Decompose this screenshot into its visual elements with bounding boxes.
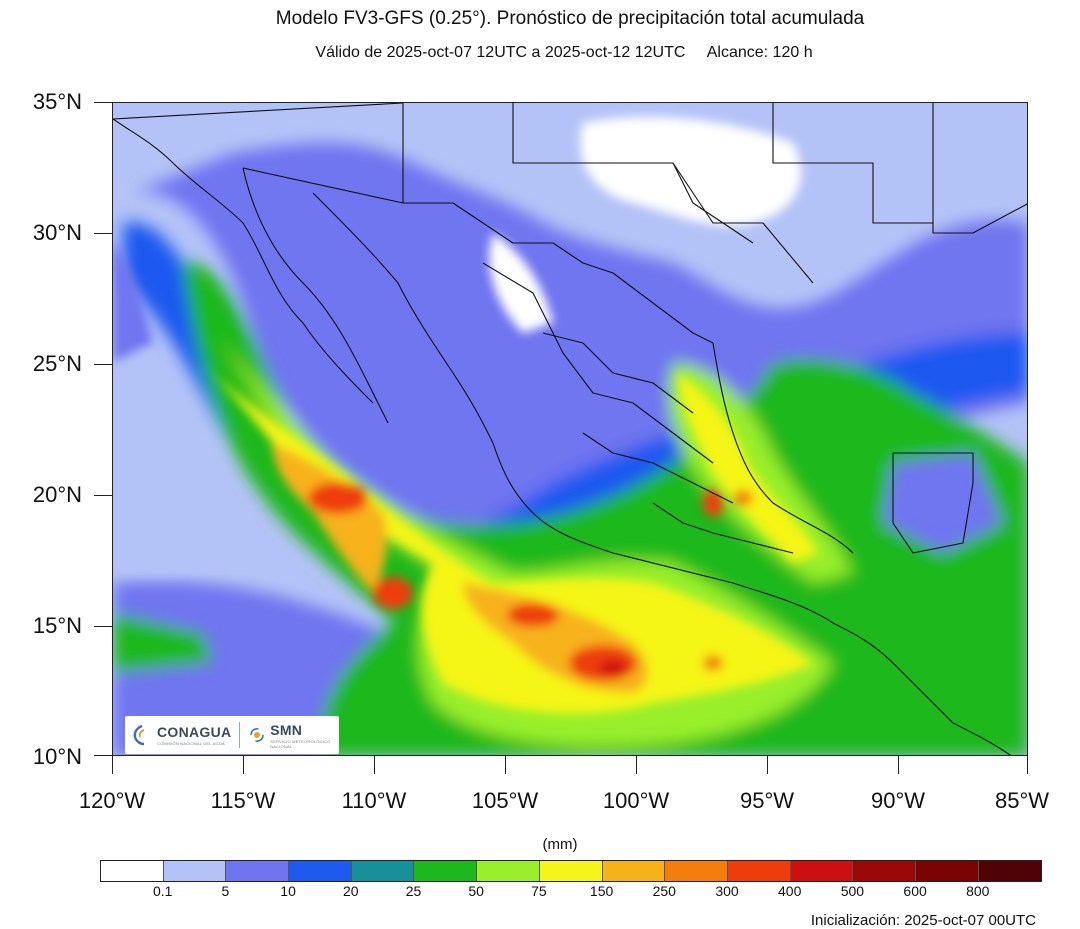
lon-tick [898, 756, 899, 774]
initialization-text: Inicialización: 2025-oct-07 00UTC [810, 912, 1036, 929]
lon-label-85w: 85°W [994, 788, 1050, 813]
colorbar-segment [289, 861, 352, 881]
lon-label-90w: 90°W [870, 788, 926, 813]
colorbar-segment [539, 861, 603, 881]
colorbar-tick-label: 150 [589, 883, 614, 899]
colorbar-segment [727, 861, 791, 881]
map-title: Modelo FV3-GFS (0.25°). Pronóstico de pr… [275, 8, 865, 29]
smn-emblem-icon [250, 728, 264, 742]
colorbar-tick-label: 300 [715, 883, 739, 899]
lon-label-115w: 115°W [210, 788, 276, 813]
colorbar-tick-label: 20 [343, 883, 359, 899]
lat-label-30n: 30°N [32, 220, 82, 245]
lat-tick [94, 102, 112, 103]
smn-subtitle: SERVICIO METEOROLÓGICO NACIONAL [270, 738, 331, 749]
colorbar-tick-label: 50 [468, 883, 484, 899]
smn-logo: SMN SERVICIO METEOROLÓGICO NACIONAL [248, 722, 333, 749]
colorbar-segment [351, 861, 415, 881]
lon-label-95w: 95°W [739, 788, 795, 813]
lat-tick [94, 755, 112, 756]
lon-tick [505, 756, 506, 774]
colorbar-tick-label: 5 [221, 883, 230, 899]
lon-tick [1027, 756, 1028, 774]
precipitation-map [112, 102, 1028, 756]
logos-panel: CONAGUA COMISIÓN NACIONAL DEL AGUA SMN S… [125, 716, 339, 754]
conagua-subtitle: COMISIÓN NACIONAL DEL AGUA [157, 741, 225, 746]
lat-label-10n: 10°N [32, 744, 82, 769]
lon-tick [243, 756, 244, 774]
colorbar-segment [477, 861, 540, 881]
lon-tick [636, 756, 637, 774]
lon-tick [112, 756, 113, 774]
colorbar-segment [915, 861, 979, 881]
colorbar-segment [226, 861, 290, 881]
lon-label-100w: 100°W [602, 788, 670, 813]
colorbar-tick-label: 600 [903, 883, 927, 899]
colorbar-tick-label: 25 [405, 883, 422, 899]
colorbar-tick-label: 400 [778, 883, 802, 899]
colorbar-segment [602, 861, 666, 881]
legend-units: (mm) [542, 836, 578, 853]
lat-tick [94, 233, 112, 234]
colorbar-tick-label: 0.1 [152, 883, 173, 899]
lon-label-105w: 105°W [471, 788, 539, 813]
precipitation-colorbar [100, 860, 1043, 882]
colorbar-segment [853, 861, 916, 881]
smn-name: SMN [270, 721, 303, 738]
lat-label-15n: 15°N [32, 613, 82, 638]
lat-tick [94, 364, 112, 365]
map-subtitle: Válido de 2025-oct-07 12UTC a 2025-oct-1… [315, 44, 813, 61]
colorbar-tick-label: 500 [840, 883, 865, 899]
lat-label-25n: 25°N [32, 351, 82, 376]
colorbar-segment [978, 861, 1042, 881]
conagua-logo: CONAGUA COMISIÓN NACIONAL DEL AGUA [131, 724, 231, 746]
lon-label-110w: 110°W [341, 788, 407, 813]
lon-tick [767, 756, 768, 774]
colorbar-tick-label: 250 [652, 883, 676, 899]
colorbar-tick-label: 75 [531, 883, 547, 899]
lon-tick [374, 756, 375, 774]
lat-label-35n: 35°N [32, 89, 82, 114]
lat-tick [94, 626, 112, 627]
lat-tick [94, 495, 112, 496]
colorbar-segment [163, 861, 227, 881]
colorbar-tick-label: 10 [280, 883, 296, 899]
colorbar-segment [665, 861, 728, 881]
colorbar-tick-label: 800 [966, 883, 990, 899]
colorbar-segment [101, 861, 164, 881]
conagua-emblem-icon [133, 724, 145, 746]
conagua-name: CONAGUA [157, 724, 232, 740]
logo-divider [239, 722, 241, 748]
lon-label-120w: 120°W [78, 788, 146, 813]
colorbar-segment [790, 861, 854, 881]
lat-label-20n: 20°N [32, 482, 82, 507]
colorbar-segment [414, 861, 478, 881]
